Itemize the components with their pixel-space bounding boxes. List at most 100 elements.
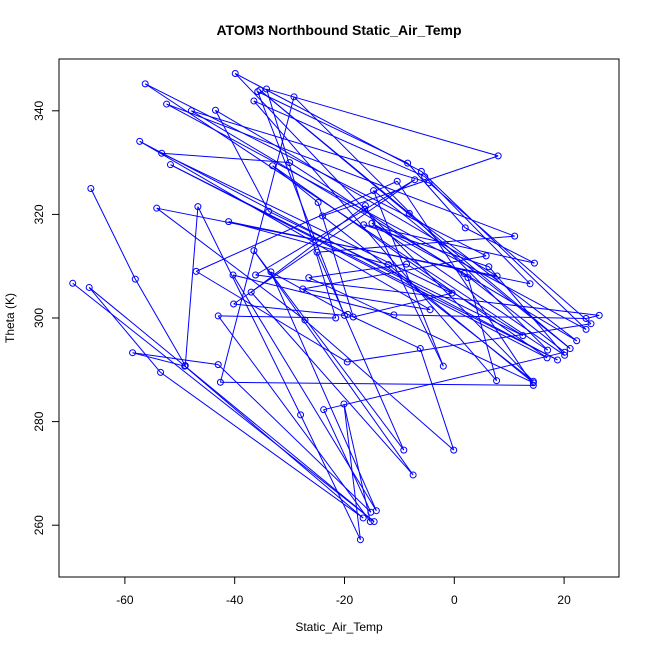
data-point — [136, 137, 144, 145]
data-point — [314, 198, 322, 206]
data-point — [211, 106, 219, 114]
series-segment — [253, 250, 414, 476]
series-segment — [322, 155, 499, 217]
data-point — [141, 80, 149, 88]
series-segment — [255, 274, 600, 316]
data-point — [252, 271, 260, 279]
series-segment — [156, 207, 498, 277]
data-point — [131, 275, 139, 283]
data-point — [543, 354, 551, 362]
data-point — [247, 288, 255, 296]
data-point — [393, 177, 401, 185]
data-point — [163, 100, 171, 108]
series-segment — [250, 205, 366, 293]
data-point — [166, 161, 174, 169]
data-point — [319, 212, 327, 220]
x-tick-label: -20 — [336, 593, 354, 607]
data-point — [157, 368, 165, 376]
data-point — [554, 356, 562, 364]
data-point — [519, 332, 527, 340]
data-point — [411, 176, 419, 184]
series-segment — [396, 180, 534, 386]
data-point — [561, 351, 569, 359]
series-segment — [191, 110, 430, 184]
data-point — [566, 345, 574, 353]
series-segment — [488, 266, 566, 356]
data-point — [464, 274, 472, 282]
data-point — [265, 207, 273, 215]
series-segment — [371, 222, 565, 356]
series-segment — [161, 152, 453, 294]
data-point — [595, 311, 603, 319]
series-segment — [253, 250, 405, 451]
x-tick-label: -40 — [226, 593, 244, 607]
data-point — [361, 205, 369, 213]
data-point — [349, 313, 357, 321]
data-point — [305, 274, 313, 282]
series-segment — [388, 264, 534, 384]
series-segment — [371, 222, 465, 274]
data-point — [225, 218, 233, 226]
data-point — [493, 377, 501, 385]
series-segment — [272, 165, 319, 203]
y-tick-label: 340 — [32, 100, 46, 120]
series-segment — [255, 179, 416, 276]
data-point — [231, 70, 239, 78]
series-segment — [308, 277, 534, 384]
series-segment — [197, 206, 302, 416]
series-segment — [144, 83, 487, 257]
data-point — [368, 219, 376, 227]
data-point — [439, 362, 447, 370]
series-segment — [316, 252, 405, 451]
data-point — [359, 514, 367, 522]
series-segment — [293, 96, 548, 351]
data-point — [485, 263, 493, 271]
series-segment — [215, 110, 270, 212]
y-tick-label: 280 — [32, 411, 46, 431]
data-point — [269, 162, 277, 170]
data-point — [582, 325, 590, 333]
series-segment — [220, 381, 534, 386]
series-segment — [270, 271, 349, 315]
series-segment — [191, 110, 577, 342]
series-segment — [347, 323, 592, 363]
series-segment — [419, 348, 455, 451]
data-point — [361, 202, 369, 210]
series-segment — [259, 89, 410, 214]
y-tick-label: 320 — [32, 204, 46, 224]
data-point — [529, 379, 537, 387]
data-point — [267, 268, 275, 276]
data-point — [69, 279, 77, 287]
data-point — [404, 159, 412, 167]
series-segment — [139, 140, 431, 311]
data-point — [87, 185, 95, 192]
x-tick-label: -60 — [116, 593, 134, 607]
data-point — [229, 271, 237, 279]
data-point — [409, 471, 417, 479]
data-point — [448, 289, 456, 297]
data-point — [426, 306, 434, 314]
series-segment — [160, 371, 364, 519]
series-segment — [347, 313, 421, 350]
series-segment — [463, 273, 565, 353]
data-point — [250, 247, 258, 255]
series-segment — [232, 274, 395, 316]
x-axis-label: Static_Air_Temp — [295, 620, 383, 634]
data-point — [530, 259, 538, 267]
series-segment — [323, 351, 565, 411]
data-point — [526, 280, 534, 288]
data-point — [529, 381, 537, 389]
series-segment — [184, 206, 199, 366]
chart-title: ATOM3 Northbound Static_Air_Temp — [216, 22, 461, 38]
series-segment — [90, 188, 136, 280]
data-point — [214, 312, 222, 320]
series-segment — [196, 180, 398, 272]
series-segment — [353, 292, 453, 318]
data-point — [187, 107, 195, 115]
series-segment — [219, 96, 295, 383]
data-point — [356, 536, 364, 544]
data-point — [194, 203, 202, 211]
series-segment — [317, 202, 354, 318]
